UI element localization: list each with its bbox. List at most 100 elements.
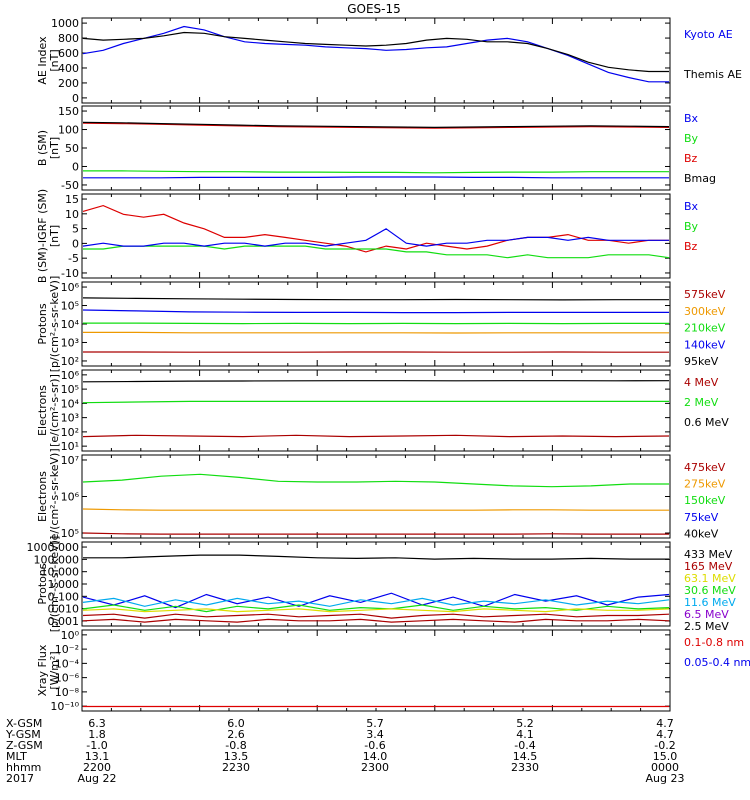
- y-tick-label: 0: [72, 160, 79, 173]
- series-line-433-mev: [83, 554, 669, 560]
- y-tick-label: 10.000: [41, 566, 80, 579]
- series-line-95kev: [82, 297, 669, 301]
- series-line-6-5-mev: [82, 592, 670, 609]
- y-tick-label: 0.100: [48, 590, 80, 603]
- legend-label: Kyoto AE: [684, 28, 733, 41]
- y-axis-label: Protons: [36, 563, 49, 604]
- legend-label: 575keV: [684, 288, 726, 301]
- series-line-themis-ae: [82, 31, 669, 73]
- y-tick-label: 1000: [51, 17, 79, 30]
- y-tick-label: 10⁴: [61, 397, 80, 410]
- y-tick-label: 10⁻⁴: [55, 657, 80, 670]
- series-line-0-6-mev: [82, 380, 670, 383]
- footer-cell: 2.6: [227, 728, 245, 741]
- panel-3: 15 10 50 -5 -10 B (SM)-IGRF (SM) [nT] Bx By Bz: [36, 189, 699, 283]
- series-line-150kev: [82, 473, 669, 488]
- y-tick-label: 10⁻⁶: [55, 672, 80, 685]
- footer-row-label: Y-GSM: [5, 728, 41, 741]
- footer-cell: -0.6: [364, 739, 385, 752]
- y-tick-label: 1000.000: [27, 541, 80, 554]
- y-tick-label: 10³: [61, 412, 79, 425]
- panel-frame: [81, 629, 671, 712]
- y-axis-label: [nT]: [48, 225, 61, 247]
- footer-cell: 2200: [83, 761, 111, 774]
- footer-cell: 13.1: [85, 750, 110, 763]
- y-tick-label: 100: [58, 124, 79, 137]
- series-line-475kev: [82, 532, 669, 535]
- y-tick-label: -5: [68, 252, 79, 265]
- legend-label: Bx: [684, 112, 699, 125]
- y-axis-label: [nT]: [48, 137, 61, 159]
- y-tick-label: -50: [61, 179, 79, 192]
- legend-label: By: [684, 220, 699, 233]
- footer-cell: 4.1: [516, 728, 534, 741]
- panel-7: 1000.000100.00010.0001.0000.1000.0100.00…: [27, 536, 737, 633]
- y-axis-label: Electrons: [36, 471, 49, 522]
- legend-label: 140keV: [684, 338, 726, 351]
- footer-cell: 4.7: [656, 717, 674, 730]
- footer-cell: 6.3: [88, 717, 106, 730]
- panel-frame: [81, 193, 671, 279]
- y-axis-label: Xray Flux: [36, 644, 49, 696]
- legend-label: 2.5 MeV: [684, 620, 729, 633]
- series-line-4-mev: [82, 434, 670, 438]
- y-tick-label: 15: [65, 193, 79, 206]
- legend-label: 40keV: [684, 527, 719, 540]
- y-axis-label: [p/(cm²-s-sr-keV)]: [48, 536, 61, 633]
- y-axis-label: AE Index: [36, 36, 49, 85]
- y-tick-label: 10⁰: [61, 629, 80, 642]
- y-tick-label: 10⁻¹⁰: [50, 700, 79, 713]
- panel-frame: [81, 369, 671, 452]
- series-line-275kev: [82, 508, 669, 511]
- footer-cell: 2230: [222, 761, 250, 774]
- y-tick-label: 800: [58, 32, 79, 45]
- legend-label: 4 MeV: [684, 376, 719, 389]
- y-tick-label: 10²: [61, 355, 79, 368]
- y-tick-label: 10¹: [61, 440, 79, 453]
- legend-label: Themis AE: [683, 68, 742, 81]
- legend-label: 0.1-0.8 nm: [684, 636, 744, 649]
- legend-label: 0.05-0.4 nm: [684, 656, 750, 669]
- series-line-by: [83, 245, 670, 259]
- legend-label: 2 MeV: [684, 396, 719, 409]
- footer-cell: -0.4: [514, 739, 535, 752]
- footer-row-label: X-GSM: [6, 717, 42, 730]
- y-axis-label: B (SM): [36, 130, 49, 166]
- panel-6: 10⁷ 10⁶ 10⁵ Electrons [e/(cm²-s-sr-keV)] 475k…: [36, 448, 726, 544]
- y-tick-label: 0.001: [48, 615, 80, 628]
- series-line-2-5-mev: [82, 618, 670, 623]
- legend-label: Bz: [684, 152, 698, 165]
- legend-label: 6.5 MeV: [684, 608, 729, 621]
- legend-label: Bz: [684, 240, 698, 253]
- footer-cell: -0.2: [654, 739, 675, 752]
- series-line-bz: [82, 204, 669, 253]
- series-line-bx: [82, 228, 669, 247]
- legend-label: 150keV: [684, 494, 726, 507]
- plot-title: GOES-15: [347, 2, 401, 16]
- footer-cell: 14.5: [513, 750, 538, 763]
- y-tick-label: 10⁵: [61, 383, 79, 396]
- y-tick-label: 400: [58, 62, 79, 75]
- series-line-bx: [83, 176, 669, 179]
- y-tick-label: 50: [65, 142, 79, 155]
- y-tick-label: 0.010: [48, 603, 80, 616]
- footer-cell: 5.7: [366, 717, 384, 730]
- y-tick-label: 10³: [61, 336, 79, 349]
- series-line-140kev: [82, 309, 669, 314]
- legend-label: By: [684, 132, 699, 145]
- footer-cell: 2300: [361, 761, 389, 774]
- y-tick-label: 10⁴: [61, 318, 80, 331]
- footer-cell: 3.4: [366, 728, 384, 741]
- y-tick-label: -10: [61, 267, 79, 280]
- y-tick-label: 5: [72, 223, 79, 236]
- series-line-bz: [82, 122, 670, 129]
- y-tick-label: 10: [65, 208, 79, 221]
- panel-4: 10⁶ 10⁵ 10⁴ 10³ 10² Protons [p/(cm²-s-sr-keV)]…: [36, 276, 726, 373]
- legend-label: 95keV: [684, 355, 719, 368]
- footer-cell: Aug 23: [646, 772, 685, 785]
- legend-label: 210keV: [684, 322, 726, 335]
- y-axis-label: Electrons: [36, 385, 49, 436]
- y-tick-label: 10⁻⁸: [55, 686, 80, 699]
